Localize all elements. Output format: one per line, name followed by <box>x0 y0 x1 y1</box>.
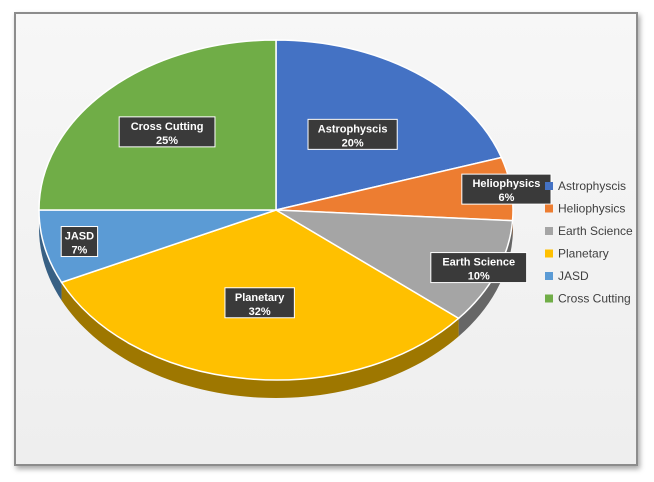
data-label-category: Earth Science <box>442 257 515 269</box>
legend-swatch <box>545 249 553 258</box>
data-label-value: 32% <box>249 306 271 318</box>
legend-label: Earth Science <box>558 224 633 238</box>
data-labels: Astrophyscis 20% Heliophysics 6% Earth Scien… <box>60 116 552 319</box>
legend-swatch <box>545 272 553 280</box>
data-label-value: 20% <box>342 137 364 149</box>
data-label-category: Planetary <box>235 292 285 304</box>
legend-item-astrophyscis[interactable]: Astrophyscis <box>545 179 626 193</box>
data-label-box <box>307 118 398 150</box>
data-label-astrophyscis: Astrophyscis 20% <box>307 118 398 150</box>
legend-item-heliophysics[interactable]: Heliophysics <box>545 202 625 216</box>
data-label-category: Astrophyscis <box>318 123 388 135</box>
legend-label: Heliophysics <box>558 202 625 216</box>
data-label-value: 6% <box>498 192 514 204</box>
legend-swatch <box>545 204 553 213</box>
data-label-cross-cutting: Cross Cutting 25% <box>118 116 216 148</box>
legend-label: Astrophyscis <box>558 179 626 193</box>
pie-side-jasd <box>39 210 62 301</box>
legend-label: JASD <box>558 269 589 283</box>
data-label-category: JASD <box>65 231 94 243</box>
legend-swatch <box>545 182 553 190</box>
data-label-box <box>118 116 216 148</box>
data-label-box <box>224 287 295 319</box>
pie-slice-jasd[interactable] <box>38 209 277 284</box>
data-label-box <box>430 252 528 284</box>
data-label-value: 25% <box>156 135 178 147</box>
pie-side-planetary <box>61 282 459 398</box>
data-label-value: 7% <box>71 245 87 257</box>
legend-item-planetary[interactable]: Planetary <box>545 247 609 261</box>
data-label-box <box>60 226 99 258</box>
legend-item-jasd[interactable]: JASD <box>545 269 589 283</box>
data-label-heliophysics: Heliophysics 6% <box>461 173 552 205</box>
legend-label: Cross Cutting <box>558 292 631 306</box>
legend-item-earth-science[interactable]: Earth Science <box>545 224 633 238</box>
data-label-category: Cross Cutting <box>131 121 204 133</box>
data-label-box <box>461 173 552 205</box>
data-label-earth-science: Earth Science 10% <box>430 252 528 284</box>
legend-label: Planetary <box>558 247 609 261</box>
data-label-value: 10% <box>468 271 490 283</box>
data-label-jasd: JASD 7% <box>60 226 99 258</box>
data-label-planetary: Planetary 32% <box>224 287 295 319</box>
legend-swatch <box>545 227 553 235</box>
legend: Astrophyscis Heliophysics Earth Science Pla… <box>545 179 633 306</box>
pie-side-earth-science <box>458 220 513 337</box>
pie-slices <box>38 39 514 381</box>
legend-swatch <box>545 294 553 303</box>
legend-item-cross-cutting[interactable]: Cross Cutting <box>545 292 631 306</box>
data-label-category: Heliophysics <box>472 178 540 190</box>
